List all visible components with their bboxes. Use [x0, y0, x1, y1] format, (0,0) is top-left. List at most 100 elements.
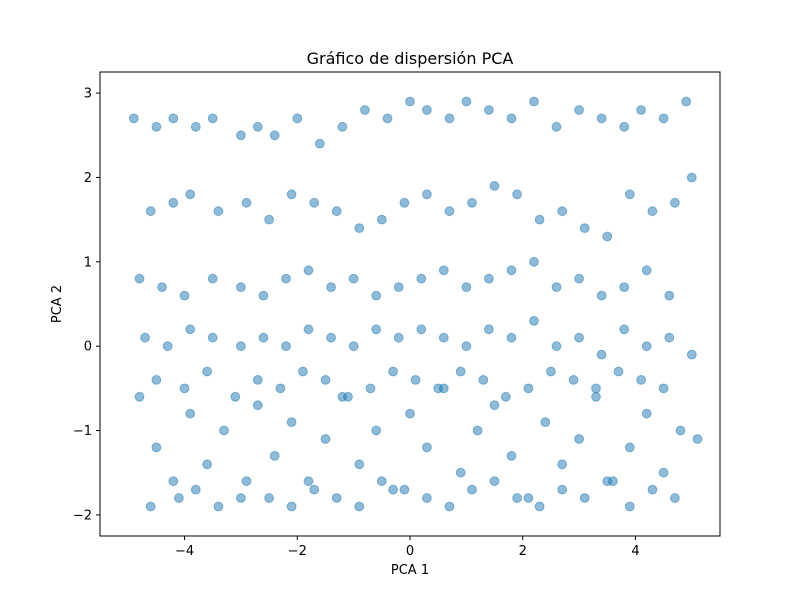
scatter-point — [202, 459, 213, 470]
scatter-point — [658, 383, 669, 394]
scatter-point — [624, 442, 635, 453]
scatter-point — [686, 172, 697, 183]
scatter-point — [202, 366, 213, 377]
scatter-point — [596, 290, 607, 301]
scatter-point — [506, 332, 517, 343]
scatter-point — [145, 501, 156, 512]
scatter-point — [331, 206, 342, 217]
scatter-point — [484, 324, 494, 335]
scatter-point — [619, 324, 630, 335]
scatter-point — [157, 282, 167, 293]
chart-title: Gráfico de dispersión PCA — [307, 49, 514, 68]
scatter-point — [664, 290, 675, 301]
scatter-point — [574, 332, 584, 343]
scatter-point — [348, 341, 359, 352]
scatter-point — [399, 484, 410, 495]
scatter-point — [252, 375, 263, 385]
scatter-point — [241, 476, 252, 487]
scatter-point — [438, 265, 449, 276]
scatter-point — [557, 484, 568, 495]
scatter-point — [416, 324, 427, 335]
scatter-point — [354, 459, 365, 470]
scatter-point — [371, 425, 382, 436]
scatter-point — [540, 417, 551, 428]
scatter-point — [360, 105, 370, 115]
scatter-point — [230, 391, 241, 402]
scatter-point — [478, 375, 489, 385]
scatter-point — [461, 96, 472, 107]
scatter-point — [399, 197, 410, 208]
scatter-point — [128, 113, 139, 124]
scatter-point — [506, 451, 517, 461]
scatter-point — [376, 214, 387, 225]
y-tick-label: 2 — [84, 171, 92, 186]
scatter-point — [236, 282, 246, 293]
scatter-point — [376, 476, 387, 487]
scatter-point — [579, 493, 590, 503]
scatter-point — [596, 349, 607, 360]
scatter-point — [506, 113, 517, 124]
scatter-point — [455, 467, 466, 478]
scatter-point — [529, 256, 539, 267]
scatter-point — [371, 290, 382, 301]
scatter-point — [264, 493, 275, 503]
scatter-point — [512, 189, 522, 200]
scatter-point — [179, 383, 190, 394]
scatter-point — [461, 282, 472, 293]
scatter-point — [489, 400, 500, 411]
x-axis-label: PCA 1 — [391, 563, 429, 578]
scatter-point — [647, 206, 658, 217]
scatter-point — [286, 417, 297, 428]
scatter-point — [444, 113, 455, 124]
scatter-point — [343, 391, 353, 402]
scatter-point — [551, 121, 562, 132]
y-tick-label: 3 — [84, 87, 92, 102]
scatter-point — [309, 484, 320, 495]
scatter-point — [258, 332, 269, 343]
scatter-point — [179, 290, 190, 301]
scatter-point — [484, 273, 494, 284]
scatter-point — [269, 451, 280, 461]
x-tick-label: 0 — [406, 544, 414, 559]
scatter-point — [529, 96, 539, 107]
scatter-point — [523, 383, 534, 394]
scatter-point — [489, 476, 500, 487]
scatter-point — [213, 206, 224, 217]
scatter-point — [354, 223, 365, 234]
scatter-point — [574, 434, 584, 444]
scatter-point — [314, 138, 325, 149]
scatter-point — [286, 501, 297, 512]
scatter-point — [529, 316, 539, 326]
scatter-point — [444, 206, 455, 217]
scatter-point — [472, 425, 483, 436]
scatter-point — [207, 113, 218, 124]
scatter-point — [500, 391, 511, 402]
scatter-point — [489, 181, 500, 191]
scatter-point — [534, 501, 545, 512]
scatter-point — [596, 113, 607, 124]
scatter-point — [641, 408, 652, 419]
scatter-point — [168, 113, 179, 124]
scatter-point — [388, 366, 399, 377]
y-tick-label: 0 — [84, 340, 92, 355]
x-tick-label: −4 — [175, 544, 194, 559]
scatter-point — [591, 383, 601, 394]
scatter-point — [252, 121, 263, 132]
scatter-point — [574, 273, 584, 284]
scatter-point — [658, 467, 669, 478]
scatter-point — [686, 349, 697, 360]
x-tick-label: −2 — [288, 544, 307, 559]
scatter-point — [275, 383, 286, 394]
scatter-point — [151, 121, 162, 132]
scatter-point — [151, 375, 162, 385]
scatter-point — [647, 484, 658, 495]
y-tick-label: −2 — [73, 508, 92, 523]
scatter-point — [624, 501, 635, 512]
scatter-point — [303, 265, 314, 276]
scatter-point — [185, 189, 196, 200]
scatter-point — [140, 332, 151, 343]
scatter-point — [681, 96, 692, 107]
scatter-point — [523, 493, 534, 503]
scatter-point — [675, 425, 686, 436]
